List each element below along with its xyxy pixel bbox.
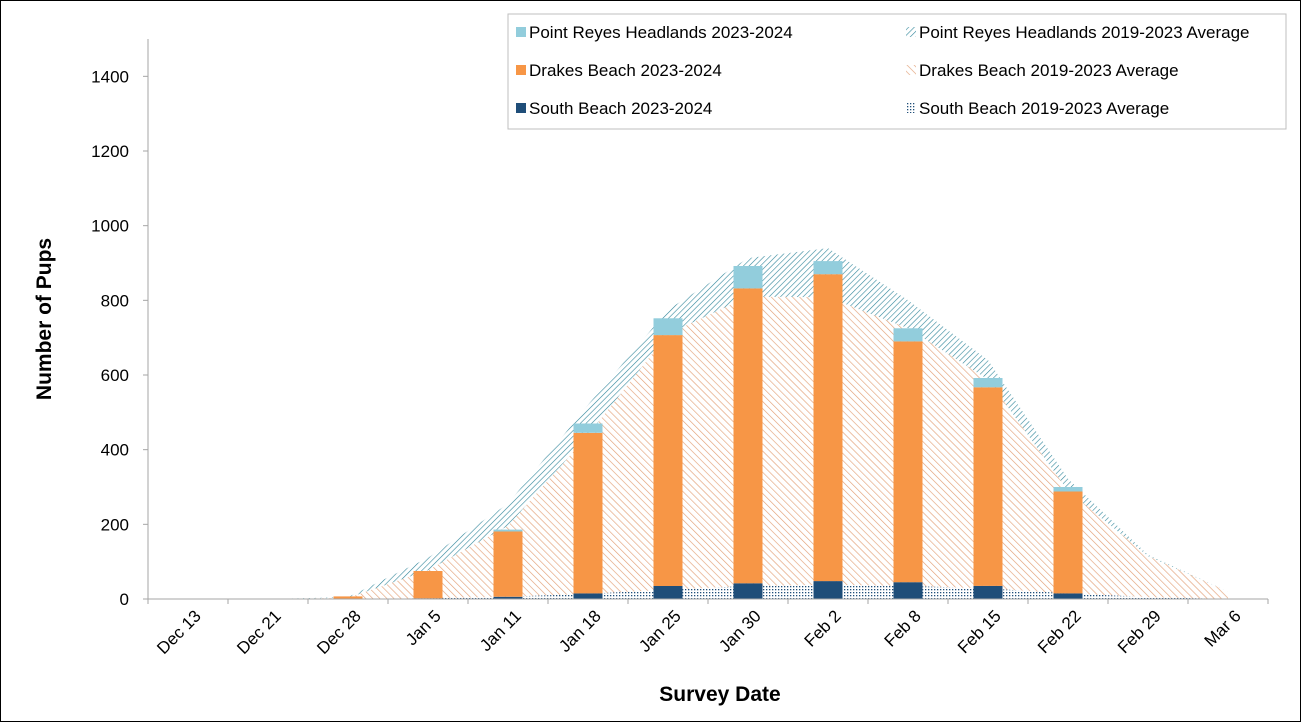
y-tick-label: 0 xyxy=(120,590,129,609)
bar-drakes-beach-2023-2024-jan-11 xyxy=(493,531,523,597)
area-point-reyes-headlands-2019-2023-average xyxy=(188,248,1228,599)
bar-drakes-beach-2023-2024-feb-2 xyxy=(813,274,843,582)
bar-south-beach-2023-2024-feb-22 xyxy=(1053,593,1083,599)
y-tick-label: 1400 xyxy=(91,67,129,86)
y-tick-label: 200 xyxy=(101,515,129,534)
x-tick-label: Dec 21 xyxy=(233,606,285,658)
x-tick-label: Feb 8 xyxy=(881,606,925,650)
legend-swatch xyxy=(516,65,526,75)
x-tick-label: Jan 18 xyxy=(555,606,605,656)
bar-south-beach-2023-2024-feb-8 xyxy=(893,582,923,599)
x-axis-title: Survey Date xyxy=(659,683,780,706)
x-tick-label: Mar 6 xyxy=(1201,606,1245,650)
legend-label: Drakes Beach 2019-2023 Average xyxy=(919,61,1179,80)
legend-box xyxy=(507,13,1287,130)
bar-south-beach-2023-2024-feb-15 xyxy=(973,585,1003,599)
bar-south-beach-2023-2024-jan-25 xyxy=(653,585,683,599)
bar-point-reyes-headlands-2023-2024-feb-15 xyxy=(973,378,1003,388)
bar-drakes-beach-2023-2024-jan-5 xyxy=(413,571,443,599)
average-areas xyxy=(188,248,1228,599)
y-tick-label: 800 xyxy=(101,291,129,310)
legend-label: Point Reyes Headlands 2023-2024 xyxy=(529,23,793,42)
y-tick-label: 1200 xyxy=(91,142,129,161)
area-south-beach-2019-2023-average xyxy=(188,584,1228,599)
legend-swatch xyxy=(516,27,526,37)
legend-label: South Beach 2023-2024 xyxy=(529,99,712,118)
bar-point-reyes-headlands-2023-2024-feb-22 xyxy=(1053,487,1083,492)
x-tick-label: Jan 30 xyxy=(715,606,765,656)
axes xyxy=(147,39,1269,604)
bar-south-beach-2023-2024-jan-11 xyxy=(493,596,523,599)
x-tick-label: Feb 22 xyxy=(1034,606,1085,657)
bar-drakes-beach-2023-2024-feb-22 xyxy=(1053,491,1083,594)
x-tick-label: Feb 2 xyxy=(801,606,845,650)
legend-swatch xyxy=(906,65,916,75)
legend: Point Reyes Headlands 2023-2024 Point Rey… xyxy=(507,13,1287,130)
legend-label: Point Reyes Headlands 2019-2023 Average xyxy=(919,23,1249,42)
legend-swatch xyxy=(516,103,526,113)
bar-south-beach-2023-2024-jan-30 xyxy=(733,583,763,599)
bar-drakes-beach-2023-2024-dec-28 xyxy=(333,596,363,599)
y-tick-label: 400 xyxy=(101,441,129,460)
bar-point-reyes-headlands-2023-2024-jan-18 xyxy=(573,423,603,433)
x-tick-label: Feb 29 xyxy=(1114,606,1165,657)
bar-point-reyes-headlands-2023-2024-jan-25 xyxy=(653,318,683,336)
legend-label: Drakes Beach 2023-2024 xyxy=(529,61,722,80)
bar-point-reyes-headlands-2023-2024-feb-8 xyxy=(893,328,923,342)
x-tick-labels: Dec 13 Dec 21 Dec 28 Jan 5 Jan 11 Jan 18 Jan 2… xyxy=(153,606,1245,658)
bar-point-reyes-headlands-2023-2024-jan-11 xyxy=(493,529,523,532)
y-tick-label: 600 xyxy=(101,366,129,385)
bar-point-reyes-headlands-2023-2024-jan-30 xyxy=(733,266,763,289)
y-tick-label: 1000 xyxy=(91,217,129,236)
legend-swatch xyxy=(906,103,916,113)
bar-drakes-beach-2023-2024-jan-30 xyxy=(733,288,763,584)
bar-drakes-beach-2023-2024-feb-15 xyxy=(973,387,1003,586)
area-drakes-beach-2019-2023-average xyxy=(188,296,1228,599)
x-tick-label: Jan 25 xyxy=(635,606,685,656)
bar-point-reyes-headlands-2023-2024-feb-2 xyxy=(813,261,843,275)
x-tick-label: Dec 13 xyxy=(153,606,205,658)
bar-drakes-beach-2023-2024-feb-8 xyxy=(893,341,923,583)
bar-south-beach-2023-2024-feb-2 xyxy=(813,581,843,599)
legend-swatch xyxy=(906,27,916,37)
legend-label: South Beach 2019-2023 Average xyxy=(919,99,1169,118)
x-tick-label: Dec 28 xyxy=(313,606,365,658)
season-bars xyxy=(333,261,1083,600)
bar-drakes-beach-2023-2024-jan-18 xyxy=(573,432,603,594)
x-tick-label: Jan 5 xyxy=(402,606,445,649)
x-tick-label: Jan 11 xyxy=(476,606,525,655)
bar-drakes-beach-2023-2024-jan-25 xyxy=(653,335,683,586)
bar-south-beach-2023-2024-jan-18 xyxy=(573,593,603,599)
y-axis-title: Number of Pups xyxy=(33,238,56,400)
x-tick-label: Feb 15 xyxy=(954,606,1005,657)
y-tick-labels: 0 200 400 600 800 1000 1200 1400 xyxy=(91,67,148,609)
